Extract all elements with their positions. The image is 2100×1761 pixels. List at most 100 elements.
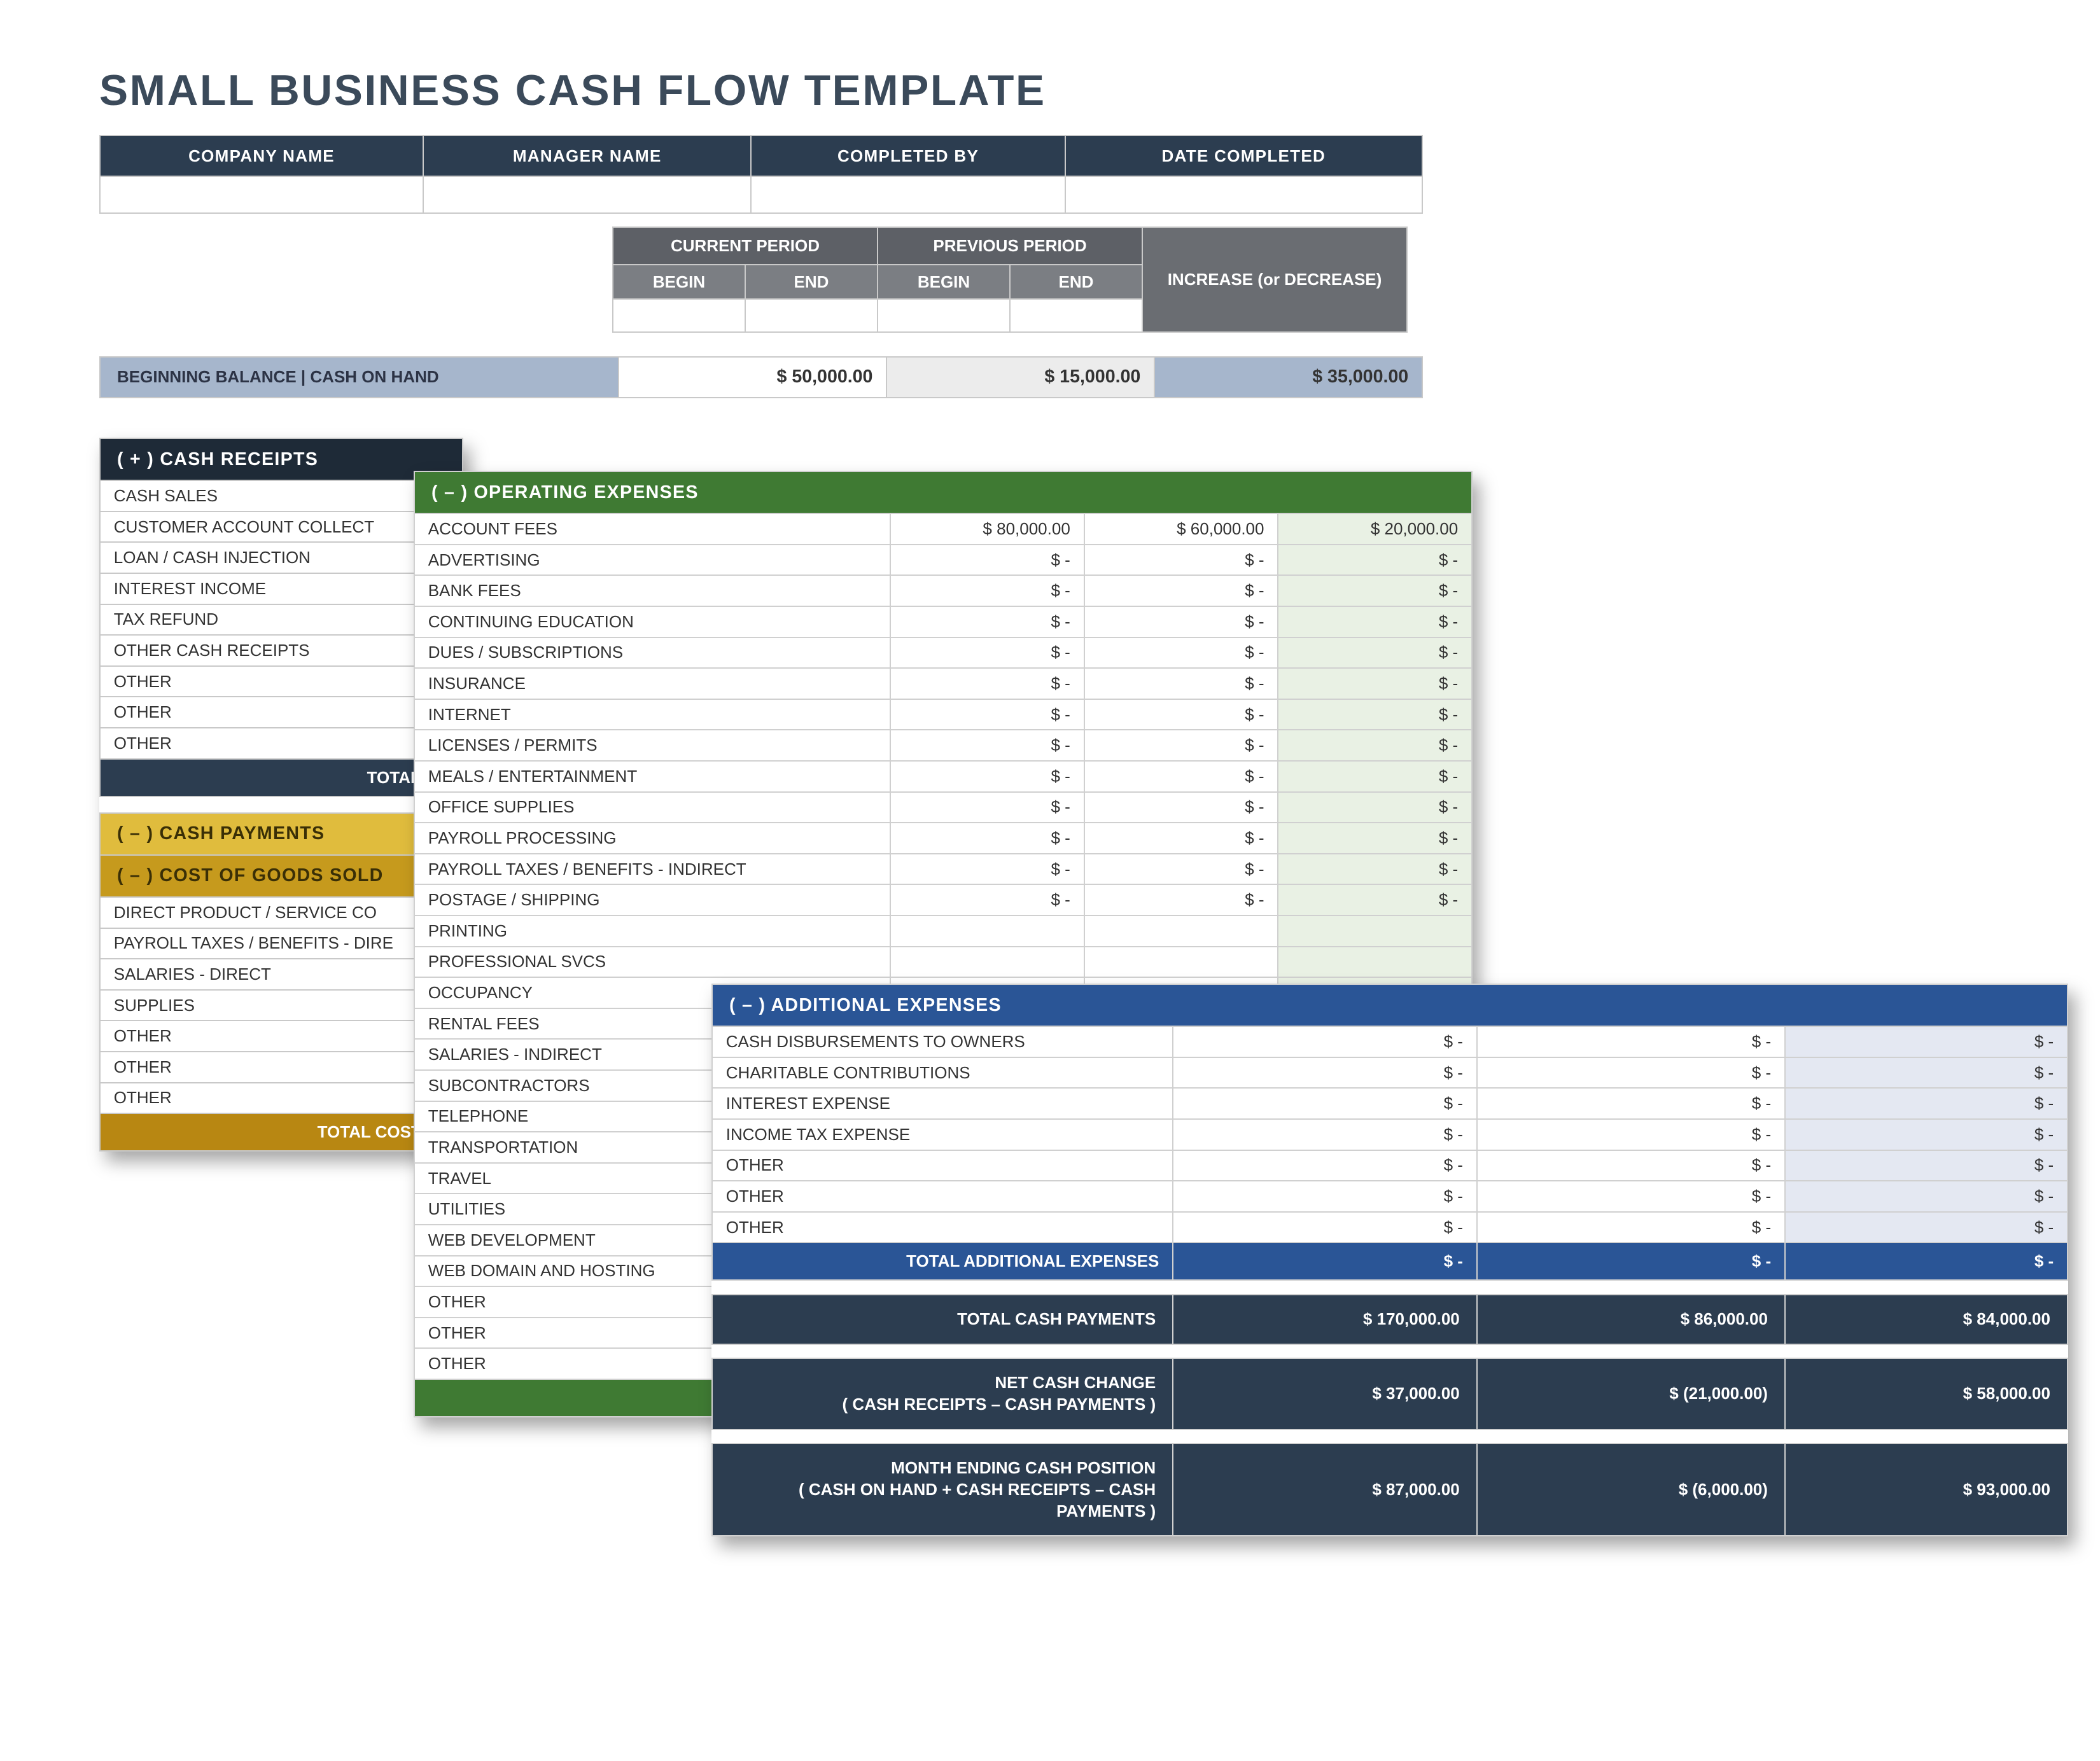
addl-label[interactable]: OTHER [712,1181,1173,1212]
cur-end-val[interactable] [745,299,878,332]
opex-c2[interactable]: $ - [1084,637,1278,669]
list-item[interactable]: OTHER [100,728,463,759]
addl-label[interactable]: CHARITABLE CONTRIBUTIONS [712,1057,1173,1089]
opex-label[interactable]: PRINTING [414,915,890,947]
opex-c1[interactable] [890,915,1084,947]
opex-c2[interactable] [1084,947,1278,978]
cur-begin-val[interactable] [613,299,745,332]
opex-label[interactable]: PROFESSIONAL SVCS [414,947,890,978]
opex-c2[interactable]: $ - [1084,823,1278,854]
opex-c3[interactable]: $ - [1278,884,1472,915]
opex-c2[interactable]: $ - [1084,792,1278,823]
opex-c3[interactable]: $ - [1278,792,1472,823]
list-item[interactable]: PAYROLL TAXES / BENEFITS - DIRE [100,928,463,959]
opex-c2[interactable]: $ - [1084,575,1278,606]
list-item[interactable]: OTHER [100,1020,463,1052]
addl-c2[interactable]: $ - [1477,1026,1785,1057]
addl-c3[interactable]: $ - [1785,1026,2068,1057]
addl-c3[interactable]: $ - [1785,1181,2068,1212]
opex-c3[interactable]: $ - [1278,668,1472,699]
list-item[interactable]: TAX REFUND [100,604,463,636]
opex-c3[interactable]: $ - [1278,730,1472,761]
addl-label[interactable]: CASH DISBURSEMENTS TO OWNERS [712,1026,1173,1057]
input-company[interactable] [100,176,423,212]
opex-label[interactable]: ACCOUNT FEES [414,513,890,545]
opex-label[interactable]: DUES / SUBSCRIPTIONS [414,637,890,669]
addl-c3[interactable]: $ - [1785,1119,2068,1150]
addl-c1[interactable]: $ - [1173,1150,1477,1181]
opex-c2[interactable]: $ - [1084,606,1278,637]
opex-label[interactable]: PAYROLL TAXES / BENEFITS - INDIRECT [414,854,890,885]
input-completedby[interactable] [751,176,1065,212]
opex-c1[interactable]: $ - [890,730,1084,761]
opex-c3[interactable]: $ - [1278,823,1472,854]
opex-c3[interactable]: $ - [1278,545,1472,576]
opex-c3[interactable] [1278,915,1472,947]
opex-c1[interactable]: $ - [890,823,1084,854]
opex-c2[interactable] [1084,915,1278,947]
list-item[interactable]: SUPPLIES [100,990,463,1021]
list-item[interactable]: OTHER CASH RECEIPTS [100,635,463,666]
prev-begin-val[interactable] [878,299,1010,332]
opex-c1[interactable]: $ 80,000.00 [890,513,1084,545]
opex-c3[interactable]: $ - [1278,637,1472,669]
addl-label[interactable]: INTEREST EXPENSE [712,1088,1173,1119]
opex-c1[interactable]: $ - [890,637,1084,669]
opex-label[interactable]: INSURANCE [414,668,890,699]
addl-c1[interactable]: $ - [1173,1057,1477,1089]
opex-c3[interactable]: $ - [1278,575,1472,606]
opex-c1[interactable]: $ - [890,761,1084,792]
opex-label[interactable]: OFFICE SUPPLIES [414,792,890,823]
opex-label[interactable]: POSTAGE / SHIPPING [414,884,890,915]
addl-c3[interactable]: $ - [1785,1057,2068,1089]
opex-c2[interactable]: $ - [1084,668,1278,699]
addl-label[interactable]: OTHER [712,1150,1173,1181]
prev-end-val[interactable] [1010,299,1142,332]
addl-c3[interactable]: $ - [1785,1212,2068,1243]
addl-c2[interactable]: $ - [1477,1119,1785,1150]
opex-c1[interactable]: $ - [890,575,1084,606]
addl-c2[interactable]: $ - [1477,1181,1785,1212]
list-item[interactable]: OTHER [100,1083,463,1114]
list-item[interactable]: OTHER [100,666,463,697]
opex-c2[interactable]: $ - [1084,545,1278,576]
opex-c1[interactable] [890,947,1084,978]
addl-c3[interactable]: $ - [1785,1088,2068,1119]
addl-label[interactable]: INCOME TAX EXPENSE [712,1119,1173,1150]
list-item[interactable]: OTHER [100,1052,463,1083]
opex-label[interactable]: ADVERTISING [414,545,890,576]
opex-c2[interactable]: $ - [1084,730,1278,761]
list-item[interactable]: CASH SALES [100,480,463,512]
addl-c2[interactable]: $ - [1477,1150,1785,1181]
opex-c1[interactable]: $ - [890,606,1084,637]
opex-c2[interactable]: $ 60,000.00 [1084,513,1278,545]
opex-label[interactable]: LICENSES / PERMITS [414,730,890,761]
addl-c2[interactable]: $ - [1477,1088,1785,1119]
opex-c1[interactable]: $ - [890,668,1084,699]
input-date[interactable] [1065,176,1422,212]
opex-c3[interactable]: $ - [1278,761,1472,792]
opex-c3[interactable]: $ - [1278,699,1472,730]
list-item[interactable]: CUSTOMER ACCOUNT COLLECT [100,512,463,543]
addl-c3[interactable]: $ - [1785,1150,2068,1181]
addl-c1[interactable]: $ - [1173,1026,1477,1057]
addl-c2[interactable]: $ - [1477,1212,1785,1243]
list-item[interactable]: INTEREST INCOME [100,573,463,604]
opex-c3[interactable]: $ - [1278,854,1472,885]
opex-c1[interactable]: $ - [890,699,1084,730]
opex-label[interactable]: MEALS / ENTERTAINMENT [414,761,890,792]
list-item[interactable]: SALARIES - DIRECT [100,959,463,990]
opex-label[interactable]: INTERNET [414,699,890,730]
opex-label[interactable]: BANK FEES [414,575,890,606]
opex-c1[interactable]: $ - [890,854,1084,885]
list-item[interactable]: OTHER [100,697,463,728]
opex-c3[interactable] [1278,947,1472,978]
addl-c1[interactable]: $ - [1173,1181,1477,1212]
opex-c3[interactable]: $ 20,000.00 [1278,513,1472,545]
opex-c2[interactable]: $ - [1084,854,1278,885]
opex-c1[interactable]: $ - [890,545,1084,576]
opex-c2[interactable]: $ - [1084,761,1278,792]
opex-c3[interactable]: $ - [1278,606,1472,637]
addl-c1[interactable]: $ - [1173,1088,1477,1119]
opex-c2[interactable]: $ - [1084,699,1278,730]
